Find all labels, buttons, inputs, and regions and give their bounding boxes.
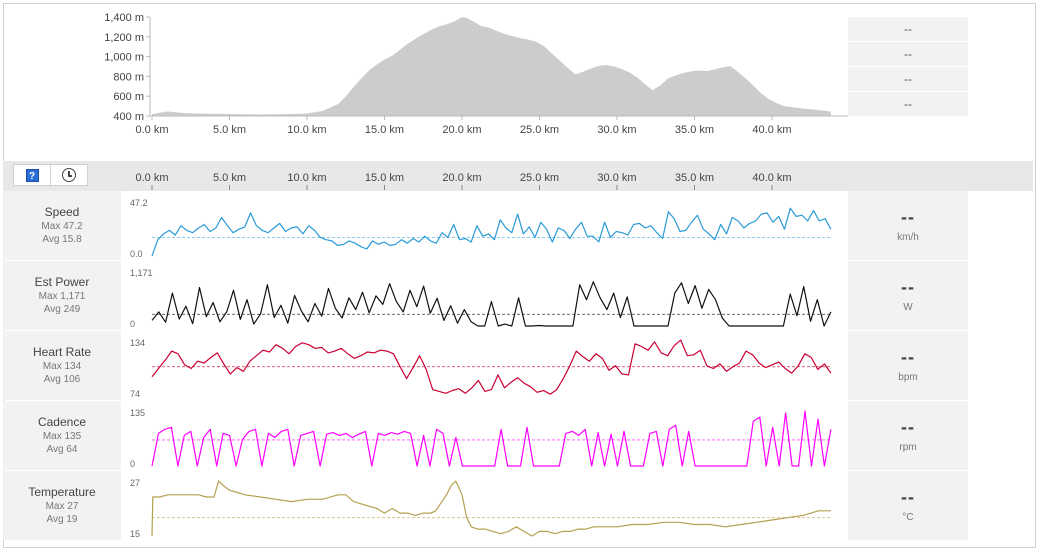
distance-axis-tick-label: 20.0 km — [442, 172, 481, 184]
metric-label-cadence: Cadence Max 135 Avg 64 — [3, 401, 121, 470]
heart-rate-plot: 134 74 — [130, 338, 832, 399]
distance-axis-ticks: 0.0 km 5.0 km 10.0 km 15.0 km 20.0 km 25.0 km… — [135, 172, 792, 190]
elevation-x-tick-label: 15.0 km — [365, 124, 404, 136]
metric-row-power: Est Power Max 1,171 Avg 249 1,171 0 -- W — [3, 261, 1033, 330]
metric-value-heart-rate: -- bpm — [848, 331, 968, 400]
metric-value-cadence: -- rpm — [848, 401, 968, 470]
elevation-y-tick-label: 1,200 m — [104, 32, 144, 44]
metric-current: -- — [901, 347, 915, 367]
series-line — [151, 480, 831, 537]
metric-max: Max 1,171 — [38, 291, 86, 302]
metric-unit: W — [903, 302, 913, 313]
series-line — [151, 281, 832, 327]
y-max-label: 135 — [130, 408, 145, 418]
metric-unit: bpm — [898, 372, 918, 383]
distance-axis-tick-label: 30.0 km — [597, 172, 636, 184]
y-max-label: 1,171 — [130, 268, 153, 278]
metric-avg: Avg 249 — [43, 304, 81, 315]
metric-value-power: -- W — [848, 261, 968, 330]
metric-name: Temperature — [28, 485, 96, 499]
y-min-label: 15 — [130, 529, 140, 539]
metric-current: -- — [901, 277, 915, 297]
metric-row-temperature: Temperature Max 27 Avg 19 27 15 -- °C — [3, 471, 1033, 540]
elevation-y-tick-label: 1,400 m — [104, 12, 144, 24]
series-line — [151, 207, 832, 257]
y-min-label: 0.0 — [130, 249, 143, 259]
elevation-y-tick-label: 600 m — [113, 91, 144, 103]
distance-axis-tick-label: 35.0 km — [675, 172, 714, 184]
distance-axis-tick-label: 15.0 km — [365, 172, 404, 184]
metric-label-power: Est Power Max 1,171 Avg 249 — [3, 261, 121, 330]
y-max-label: 134 — [130, 338, 145, 348]
elevation-x-tick-label: 5.0 km — [213, 124, 246, 136]
distance-axis-tick-label: 25.0 km — [520, 172, 559, 184]
elevation-info-panel: -- -- -- -- — [848, 17, 968, 117]
elevation-x-tick-label: 20.0 km — [442, 124, 481, 136]
info-value-4: -- — [848, 92, 968, 116]
info-value-2: -- — [848, 42, 968, 66]
metric-value-speed: -- km/h — [848, 191, 968, 260]
info-value-3: -- — [848, 67, 968, 91]
elevation-chart: 400 m 600 m 800 m 1,000 m 1,200 m 1,400 m 0.0 … — [104, 12, 848, 136]
help-icon: ? — [25, 168, 39, 182]
elevation-x-tick-label: 30.0 km — [597, 124, 636, 136]
elevation-y-tick-label: 400 m — [113, 111, 144, 123]
elevation-x-tick-label: 35.0 km — [675, 124, 714, 136]
series-line — [151, 339, 832, 395]
metric-row-speed: Speed Max 47.2 Avg 15.8 47.2 0.0 -- km/h — [3, 191, 1033, 260]
metric-name: Speed — [44, 205, 80, 219]
metric-current: -- — [901, 487, 915, 507]
metric-avg: Avg 64 — [46, 444, 78, 455]
elevation-y-tick-label: 800 m — [113, 71, 144, 83]
metric-name: Est Power — [34, 275, 90, 289]
y-min-label: 0 — [130, 459, 135, 469]
elevation-x-tick-label: 0.0 km — [135, 124, 168, 136]
elevation-x-tick-label: 10.0 km — [287, 124, 326, 136]
y-max-label: 47.2 — [130, 198, 148, 208]
metric-value-temperature: -- °C — [848, 471, 968, 540]
metric-max: Max 47.2 — [41, 221, 83, 232]
metric-avg: Avg 15.8 — [42, 234, 82, 245]
metric-max: Max 134 — [42, 361, 82, 372]
cadence-plot: 135 0 — [130, 408, 832, 469]
metric-unit: °C — [902, 512, 914, 523]
distance-axis-tick-label: 40.0 km — [752, 172, 791, 184]
metric-label-speed: Speed Max 47.2 Avg 15.8 — [3, 191, 121, 260]
y-max-label: 27 — [130, 478, 140, 488]
metric-avg: Avg 106 — [43, 374, 81, 385]
metric-unit: rpm — [899, 442, 917, 453]
y-min-label: 74 — [130, 389, 140, 399]
metric-avg: Avg 19 — [46, 514, 78, 525]
help-button[interactable]: ? — [13, 164, 51, 186]
metric-label-heart-rate: Heart Rate Max 134 Avg 106 — [3, 331, 121, 400]
power-plot: 1,171 0 — [130, 268, 832, 329]
distance-axis-tick-label: 10.0 km — [287, 172, 326, 184]
metric-current: -- — [901, 417, 915, 437]
metric-max: Max 135 — [42, 431, 82, 442]
metric-name: Cadence — [37, 415, 87, 429]
elevation-x-tick-label: 40.0 km — [752, 124, 791, 136]
distance-axis-bar: ? — [3, 161, 1033, 191]
series-line — [151, 410, 832, 467]
time-axis-button[interactable] — [50, 164, 88, 186]
metric-label-temperature: Temperature Max 27 Avg 19 — [3, 471, 121, 540]
distance-axis-tick-label: 0.0 km — [135, 172, 168, 184]
elevation-area — [152, 17, 831, 116]
metric-row-heart-rate: Heart Rate Max 134 Avg 106 134 74 -- bpm — [3, 331, 1033, 400]
metric-unit: km/h — [897, 232, 919, 243]
metric-current: -- — [901, 207, 915, 227]
metric-max: Max 27 — [45, 501, 79, 512]
elevation-y-tick-label: 1,000 m — [104, 52, 144, 64]
y-min-label: 0 — [130, 319, 135, 329]
temperature-plot: 27 15 — [130, 478, 831, 539]
speed-plot: 47.2 0.0 — [130, 198, 832, 259]
elevation-x-tick-label: 25.0 km — [520, 124, 559, 136]
metric-name: Heart Rate — [32, 345, 92, 359]
distance-axis-tick-label: 5.0 km — [213, 172, 246, 184]
metric-row-cadence: Cadence Max 135 Avg 64 135 0 -- rpm — [3, 401, 1033, 470]
info-value-1: -- — [848, 17, 968, 41]
clock-icon — [62, 168, 76, 182]
